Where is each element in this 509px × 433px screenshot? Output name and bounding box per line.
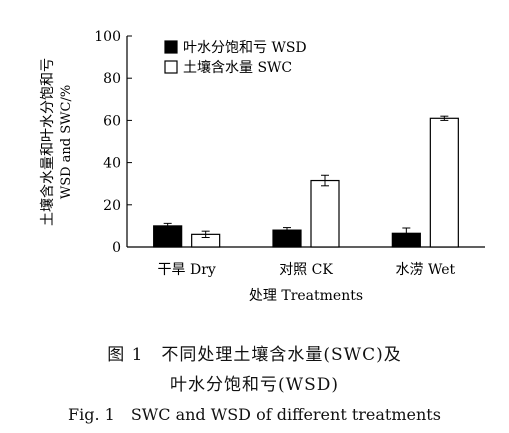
caption-chinese-line-2: 叶水分饱和亏(WSD) xyxy=(169,375,339,395)
y-tick-label-0: 0 xyxy=(112,240,121,256)
x-tick-label-0: 干旱 Dry xyxy=(158,262,216,278)
legend-swatch-1 xyxy=(164,60,178,74)
y-axis-title-line-1: 土壤含水量和叶水分饱和亏 xyxy=(39,58,56,226)
bar-wsd-0 xyxy=(153,225,183,248)
x-tick-label-2: 水涝 Wet xyxy=(396,262,456,278)
bar-swc-1 xyxy=(310,179,340,248)
y-tick-label-5: 100 xyxy=(94,29,121,45)
legend-swatch-0 xyxy=(164,40,178,54)
y-axis-title-line-2: WSD and SWC/% xyxy=(59,85,74,199)
y-tick-label-3: 60 xyxy=(103,113,121,129)
caption-chinese-line-1: 图 1 不同处理土壤含水量(SWC)及 xyxy=(107,345,402,365)
y-tick-label-2: 40 xyxy=(103,156,121,172)
y-tick-label-4: 80 xyxy=(103,71,121,87)
x-axis-title: 处理 Treatments xyxy=(249,288,363,304)
y-tick-label-1: 20 xyxy=(103,198,121,214)
caption-english: Fig. 1 SWC and WSD of different treatmen… xyxy=(68,405,441,424)
x-tick-label-1: 对照 CK xyxy=(279,262,333,278)
bar-swc-2 xyxy=(429,117,459,248)
legend-label-1: 土壤含水量 SWC xyxy=(183,59,292,76)
legend-label-0: 叶水分饱和亏 WSD xyxy=(183,40,307,56)
